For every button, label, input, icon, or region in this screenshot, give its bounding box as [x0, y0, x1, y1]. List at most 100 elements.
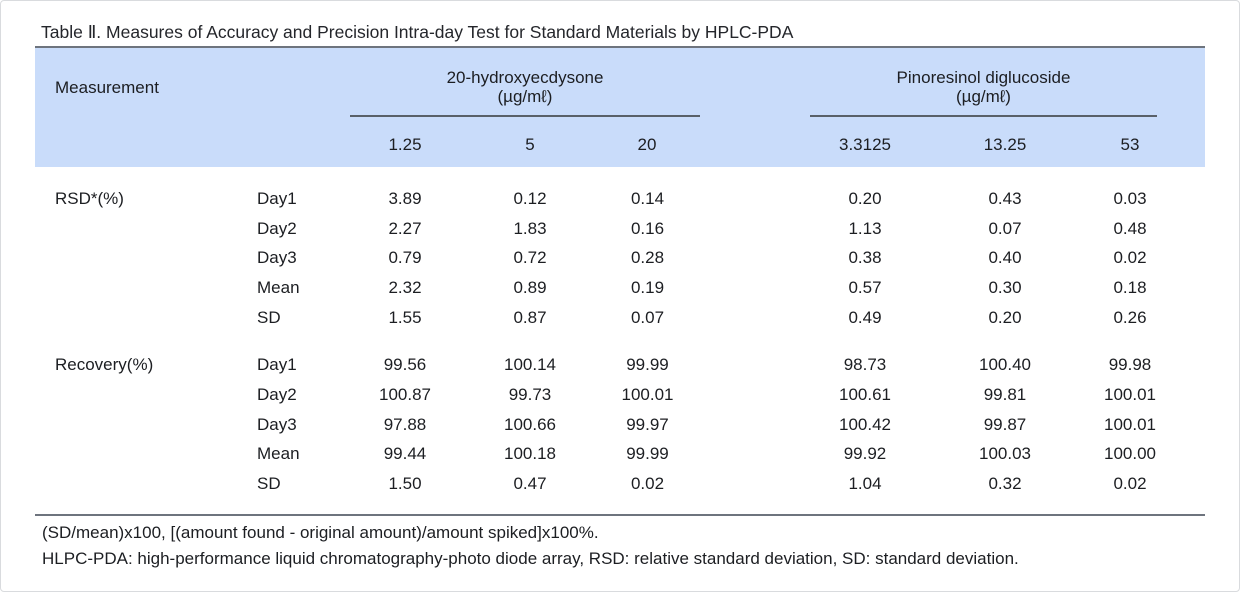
- value-cell: 0.12: [513, 188, 547, 208]
- value-cell: 99.44: [383, 444, 427, 464]
- day-label: SD: [257, 307, 281, 327]
- concentration-header: 5: [525, 135, 535, 154]
- value-cell: 99.92: [843, 444, 887, 464]
- measurement-column-header: Measurement: [55, 78, 159, 97]
- top-rule: [35, 46, 1205, 48]
- spacer-cell: [35, 332, 1205, 350]
- value-cell: 0.07: [630, 307, 665, 327]
- section-label: [35, 440, 257, 470]
- concentration-header: 53: [1120, 135, 1140, 154]
- section-label: [35, 273, 257, 303]
- concentration-header: 20: [637, 135, 657, 154]
- section-label: [35, 380, 257, 410]
- value-cell: 0.20: [988, 307, 1022, 327]
- spacer-cell: [700, 410, 810, 440]
- value-cell: 2.32: [388, 277, 422, 297]
- day-label: Day1: [257, 188, 297, 208]
- spacer-cell: [700, 184, 810, 214]
- spacer-cell: [700, 350, 810, 380]
- value-cell: 0.18: [1113, 277, 1147, 297]
- value-cell: 100.40: [979, 355, 1031, 375]
- value-cell: 0.16: [630, 218, 665, 238]
- value-cell: 100.01: [1104, 414, 1156, 434]
- value-cell: 0.14: [630, 188, 665, 208]
- group-header-pinoresinol-diglucoside: Pinoresinol diglucoside (µg/mℓ): [810, 68, 1157, 117]
- value-cell: 97.88: [383, 414, 427, 434]
- value-cell: 98.73: [843, 355, 887, 375]
- spacer-cell: [35, 167, 1205, 184]
- table-header: Measurement 20-hydroxyecdysone (µg/mℓ) P…: [35, 48, 1205, 167]
- table-row: Day3 0.79 0.72 0.28 0.38 0.40 0.02: [35, 243, 1205, 273]
- value-cell: 2.27: [388, 218, 422, 238]
- section-label: [35, 410, 257, 440]
- value-cell: 0.19: [630, 277, 665, 297]
- value-cell: 100.66: [504, 414, 556, 434]
- value-cell: 0.20: [848, 188, 882, 208]
- value-cell: 99.99: [626, 444, 669, 464]
- concentration-header: 3.3125: [839, 135, 891, 154]
- value-cell: 0.02: [1113, 474, 1147, 494]
- value-cell: 0.48: [1113, 218, 1147, 238]
- group-name: 20-hydroxyecdysone: [446, 68, 604, 87]
- value-cell: 100.42: [839, 414, 891, 434]
- day-label: Day3: [257, 414, 297, 434]
- value-cell: 0.30: [988, 277, 1022, 297]
- value-cell: 0.28: [630, 248, 665, 268]
- table-row: Day2 100.87 99.73 100.01 100.61 99.81 10…: [35, 380, 1205, 410]
- footnotes: (SD/mean)x100, [(amount found - original…: [35, 516, 1205, 572]
- table-row: Mean 2.32 0.89 0.19 0.57 0.30 0.18: [35, 273, 1205, 303]
- value-cell: 0.02: [630, 474, 665, 494]
- group-unit: (µg/mℓ): [497, 87, 553, 106]
- value-cell: 99.73: [508, 384, 552, 404]
- section-label: Recovery(%): [55, 355, 154, 375]
- value-cell: 99.87: [983, 414, 1027, 434]
- spacer-cell: [700, 243, 810, 273]
- value-cell: 0.87: [513, 307, 547, 327]
- value-cell: 100.61: [839, 384, 891, 404]
- concentration-header: 1.25: [388, 135, 422, 154]
- day-label: Day2: [257, 218, 297, 238]
- table-row: Day2 2.27 1.83 0.16 1.13 0.07 0.48: [35, 214, 1205, 244]
- value-cell: 0.89: [513, 277, 547, 297]
- value-cell: 3.89: [388, 188, 422, 208]
- spacer-cell: [700, 214, 810, 244]
- day-label: Day2: [257, 384, 297, 404]
- section-label: [35, 243, 257, 273]
- value-cell: 1.83: [513, 218, 547, 238]
- value-cell: 100.87: [379, 384, 431, 404]
- data-table: RSD*(%) Day1 3.89 0.12 0.14 0.20 0.43 0.…: [35, 167, 1205, 499]
- group-header-20-hydroxyecdysone: 20-hydroxyecdysone (µg/mℓ): [350, 68, 700, 117]
- spacer-cell: [700, 380, 810, 410]
- value-cell: 99.81: [983, 384, 1027, 404]
- value-cell: 0.03: [1113, 188, 1147, 208]
- spacer-row: [35, 167, 1205, 184]
- spacer-cell: [700, 440, 810, 470]
- value-cell: 0.57: [848, 277, 882, 297]
- table-content: Table Ⅱ. Measures of Accuracy and Precis…: [35, 19, 1205, 572]
- day-label: Day1: [257, 355, 297, 375]
- value-cell: 0.02: [1113, 248, 1147, 268]
- value-cell: 0.32: [988, 474, 1022, 494]
- value-cell: 0.79: [388, 248, 422, 268]
- value-cell: 0.40: [988, 248, 1022, 268]
- value-cell: 100.00: [1104, 444, 1156, 464]
- value-cell: 99.99: [626, 355, 669, 375]
- value-cell: 100.01: [1104, 384, 1156, 404]
- footnote-abbreviations: HLPC-PDA: high-performance liquid chroma…: [42, 548, 1019, 568]
- table-row: SD 1.55 0.87 0.07 0.49 0.20 0.26: [35, 303, 1205, 333]
- value-cell: 0.26: [1113, 307, 1147, 327]
- table-row: Day3 97.88 100.66 99.97 100.42 99.87 100…: [35, 410, 1205, 440]
- section-label: [35, 214, 257, 244]
- value-cell: 100.14: [504, 355, 556, 375]
- section-label: RSD*(%): [55, 188, 124, 208]
- value-cell: 0.07: [988, 218, 1022, 238]
- value-cell: 1.04: [848, 474, 882, 494]
- value-cell: 0.47: [513, 474, 547, 494]
- section-label: [35, 469, 257, 499]
- day-label: SD: [257, 474, 281, 494]
- footnote-formula: (SD/mean)x100, [(amount found - original…: [42, 522, 599, 542]
- value-cell: 100.01: [621, 384, 674, 404]
- day-label: Day3: [257, 248, 297, 268]
- value-cell: 0.43: [988, 188, 1022, 208]
- table-title: Table Ⅱ. Measures of Accuracy and Precis…: [41, 22, 794, 42]
